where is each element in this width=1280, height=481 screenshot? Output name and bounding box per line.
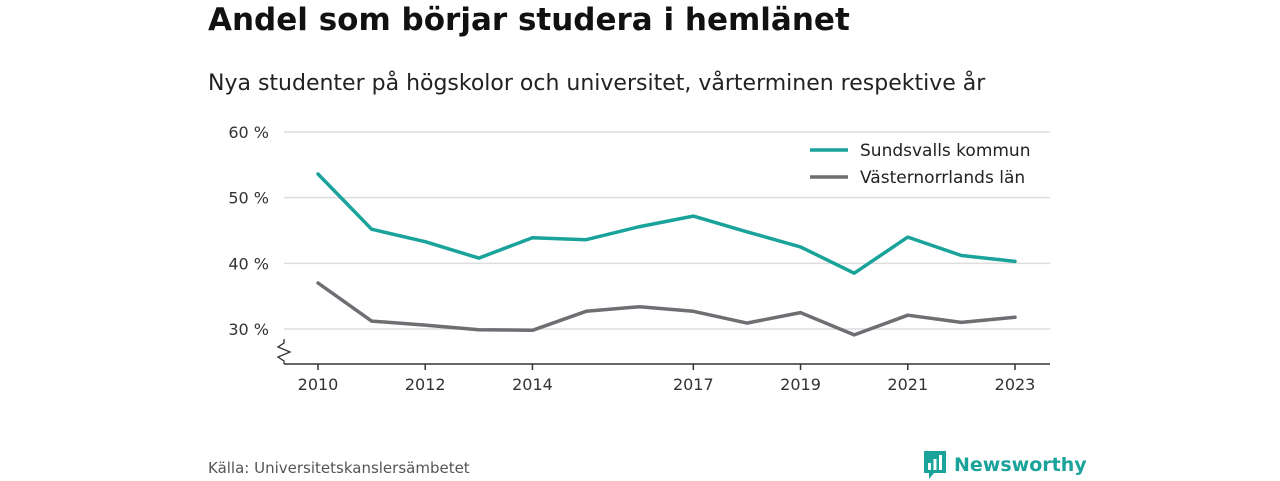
series-line-1	[316, 172, 1017, 275]
x-tick-label: 2010	[298, 375, 339, 394]
x-tick-label: 2012	[405, 375, 446, 394]
brand-name: Newsworthy	[954, 454, 1087, 476]
line-chart: 30 % 40 % 50 % 60 % 2010 2012 2014 2017 2019 2021…	[228, 123, 1050, 394]
newsworthy-logo-icon	[924, 451, 946, 479]
x-tick-label: 2023	[995, 375, 1036, 394]
y-tick-label: 30 %	[228, 320, 269, 339]
chart-subtitle: Nya studenter på högskolor och universit…	[208, 71, 986, 96]
legend-label: Sundsvalls kommun	[860, 141, 1030, 161]
source-note: Källa: Universitetskanslersämbetet	[208, 459, 470, 477]
x-tick-label: 2017	[673, 375, 714, 394]
chart-title: Andel som börjar studera i hemlänet	[208, 2, 850, 38]
x-tick-label: 2014	[512, 375, 553, 394]
legend-label: Västernorrlands län	[860, 168, 1025, 188]
brand-logo: Newsworthy	[922, 449, 1087, 481]
y-tick-label: 50 %	[228, 189, 269, 208]
y-tick-label: 40 %	[228, 254, 269, 273]
series-line-2	[316, 281, 1017, 337]
axis-break-icon	[276, 339, 292, 364]
y-tick-label: 60 %	[228, 123, 269, 142]
x-tick-label: 2019	[780, 375, 821, 394]
x-tick-label: 2021	[887, 375, 928, 394]
